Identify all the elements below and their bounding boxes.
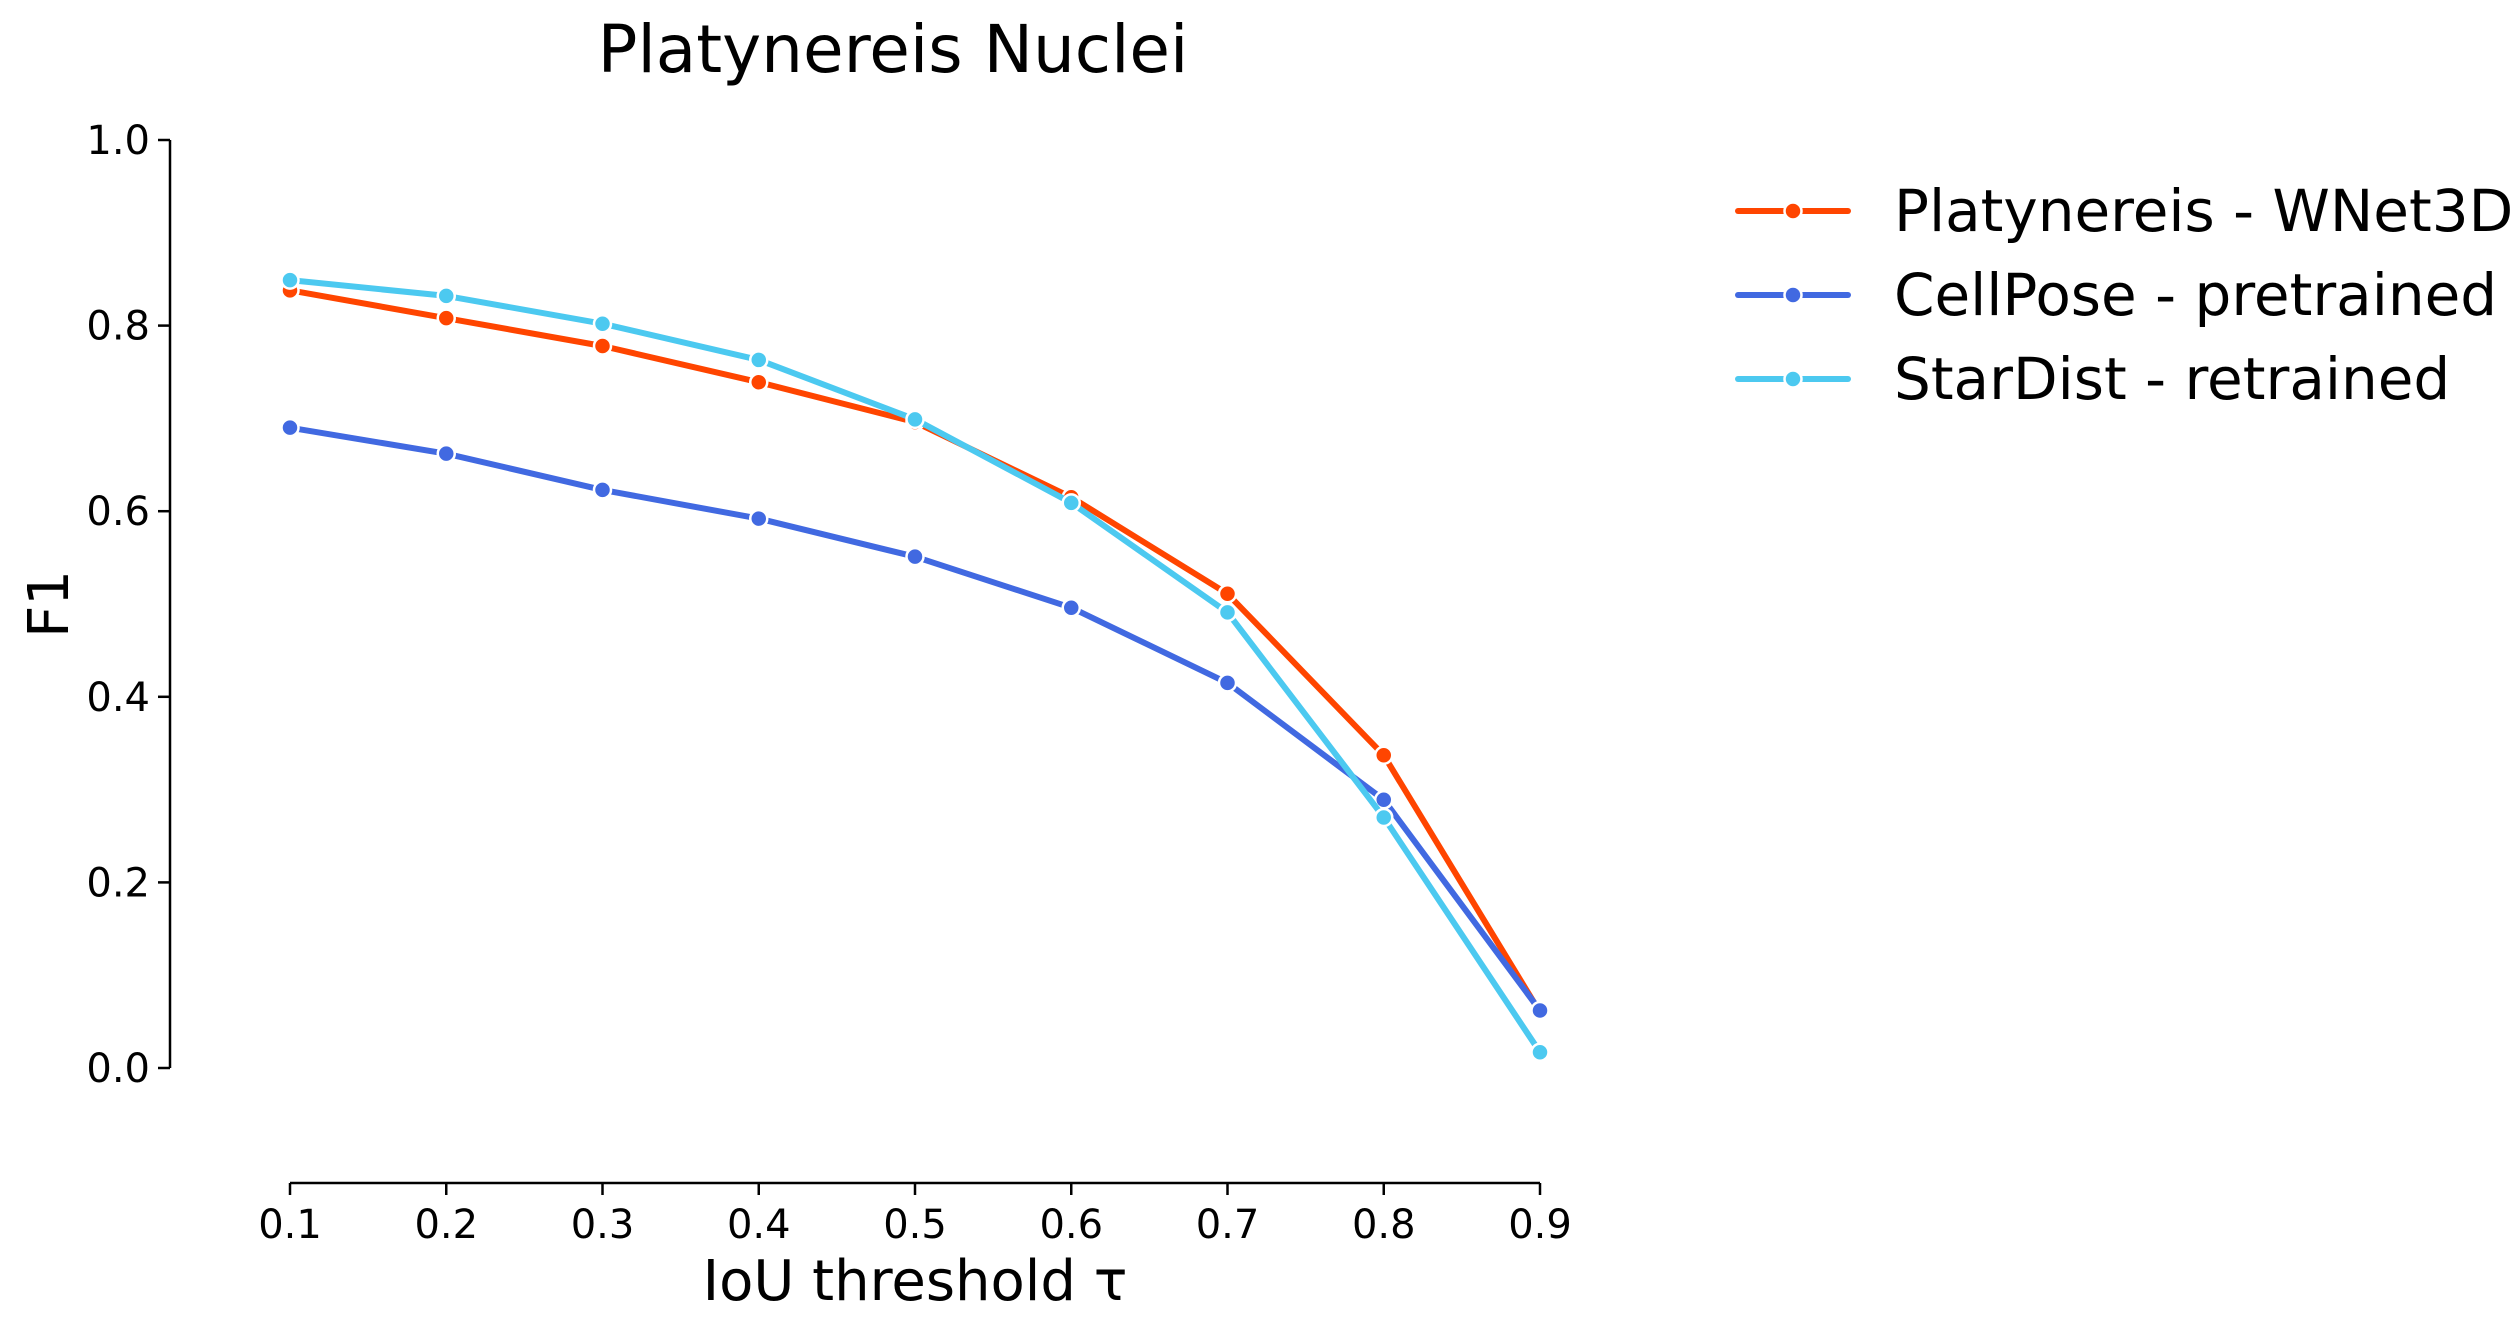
data-point: [749, 372, 769, 392]
x-tick-label: 0.3: [571, 1202, 635, 1248]
x-tick-label: 0.7: [1196, 1202, 1260, 1248]
legend-item: CellPose - pretrained: [1735, 261, 2497, 329]
data-point: [280, 417, 300, 438]
data-point: [1217, 673, 1238, 693]
y-tick-label: 1.0: [86, 118, 150, 164]
y-tick-label: 0.0: [86, 1046, 150, 1092]
data-point: [905, 409, 925, 430]
legend-marker: [1783, 201, 1803, 221]
data-point: [1061, 597, 1081, 618]
x-tick-label: 0.5: [883, 1202, 947, 1248]
data-point: [1374, 807, 1394, 828]
data-point: [1217, 602, 1238, 623]
data-point: [436, 308, 456, 328]
data-point: [749, 350, 769, 370]
data-point: [1530, 1042, 1550, 1062]
legend-item: Platynereis - WNet3D: [1735, 177, 2513, 245]
data-point: [436, 443, 456, 464]
y-tick-label: 0.2: [86, 860, 150, 906]
legend-marker: [1783, 369, 1803, 389]
x-axis-label: IoU threshold τ: [703, 1249, 1128, 1314]
x-tick-label: 0.1: [258, 1202, 322, 1248]
legend: Platynereis - WNet3D CellPose - pretraine…: [1735, 177, 2513, 413]
data-point: [905, 546, 925, 567]
data-point: [592, 313, 613, 334]
series-line-3: [287, 277, 1543, 1056]
data-point: [749, 508, 769, 529]
plot-area: [280, 270, 1550, 1062]
y-axis-label: F1: [17, 570, 82, 638]
x-tick-label: 0.9: [1508, 1202, 1572, 1248]
legend-item: StarDist - retrained: [1735, 345, 2450, 413]
data-point: [436, 286, 456, 306]
x-tick-label: 0.6: [1039, 1202, 1103, 1248]
y-tick-label: 0.6: [86, 489, 150, 535]
data-point: [592, 336, 613, 356]
data-point: [1061, 493, 1081, 513]
data-point: [1374, 745, 1394, 766]
legend-marker: [1783, 285, 1803, 305]
data-point: [1217, 584, 1238, 604]
data-point: [592, 480, 613, 500]
data-point: [280, 270, 300, 290]
chart-title: Platynereis Nuclei: [598, 11, 1189, 88]
y-tick-label: 0.4: [86, 675, 150, 721]
series-line-1: [287, 287, 1543, 1016]
x-tick-label: 0.2: [414, 1202, 478, 1248]
legend-label: CellPose - pretrained: [1894, 261, 2497, 329]
x-tick-label: 0.8: [1352, 1202, 1416, 1248]
data-point: [1530, 1000, 1550, 1021]
legend-label: StarDist - retrained: [1894, 345, 2450, 413]
y-axis: 0.0 0.2 0.4 0.6 0.8 1.0: [86, 118, 172, 1092]
x-axis: 0.1 0.2 0.3 0.4 0.5 0.6 0.7 0.8 0.9: [258, 1181, 1572, 1248]
x-tick-label: 0.4: [727, 1202, 791, 1248]
y-tick-label: 0.8: [86, 304, 150, 350]
legend-label: Platynereis - WNet3D: [1894, 177, 2513, 245]
